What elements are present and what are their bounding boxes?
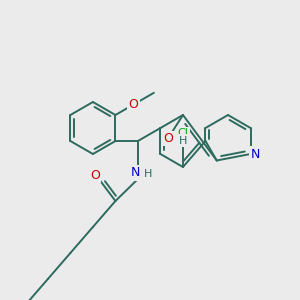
Text: H: H (179, 136, 187, 146)
Text: O: O (128, 98, 138, 111)
Text: H: H (144, 169, 152, 179)
Text: Cl: Cl (178, 128, 188, 138)
Text: N: N (131, 167, 141, 179)
Text: N: N (251, 148, 260, 160)
Text: O: O (90, 169, 100, 182)
Text: O: O (163, 132, 173, 145)
